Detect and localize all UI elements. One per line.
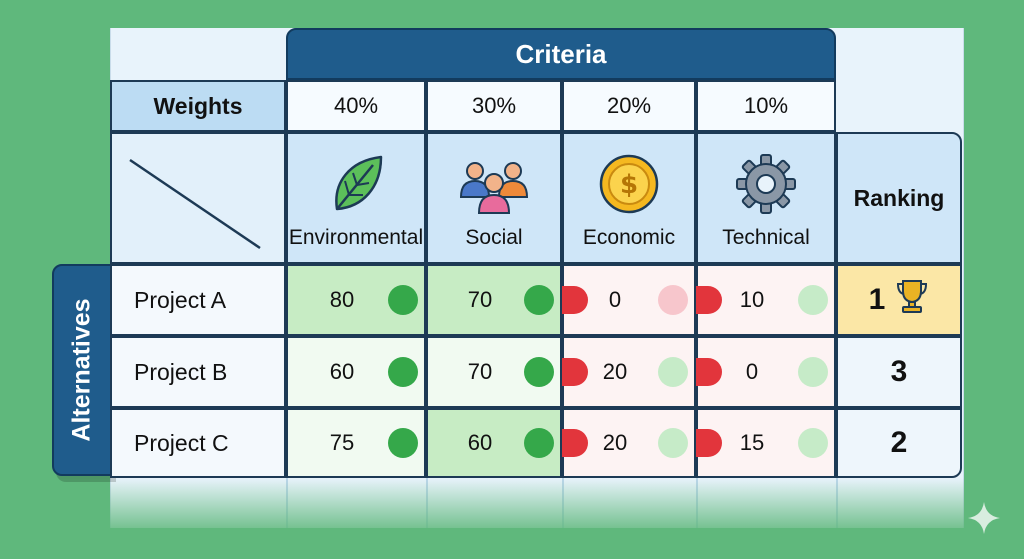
sparkle-icon — [966, 500, 1002, 541]
criterion-technical: Technical — [696, 132, 836, 264]
svg-text:$: $ — [620, 170, 638, 200]
diagonal-divider — [129, 158, 261, 250]
score-cell: 0 — [562, 264, 696, 336]
corner-cell — [110, 132, 286, 264]
criterion-social: Social — [426, 132, 562, 264]
status-indicator — [562, 358, 588, 386]
status-dot — [388, 285, 418, 315]
score-cell: 80 — [286, 264, 426, 336]
rank-value: 1 — [868, 283, 886, 316]
score-value: 60 — [329, 359, 355, 384]
score-value: 70 — [467, 287, 493, 312]
weight-environmental: 40% — [286, 80, 426, 132]
status-dot — [658, 357, 688, 387]
status-dot — [798, 285, 828, 315]
score-cell: 20 — [562, 336, 696, 408]
rank-value: 3 — [890, 355, 908, 388]
score-value: 10 — [739, 287, 765, 312]
status-dot — [524, 285, 554, 315]
ranking-header: Ranking — [836, 132, 962, 264]
score-value: 70 — [467, 359, 493, 384]
rank-value: 2 — [890, 426, 908, 459]
score-cell: 0 — [696, 336, 836, 408]
criterion-label: Technical — [722, 226, 810, 249]
status-dot — [524, 428, 554, 458]
score-value: 0 — [608, 287, 622, 312]
rank-cell: 2 — [836, 408, 962, 478]
score-cell: 75 — [286, 408, 426, 478]
people-icon — [459, 157, 529, 220]
rank-cell: 1 — [836, 264, 962, 336]
score-cell: 20 — [562, 408, 696, 478]
criterion-label: Social — [465, 226, 523, 249]
score-value: 20 — [602, 430, 628, 455]
weight-technical: 10% — [696, 80, 836, 132]
coin-icon: $ — [598, 153, 660, 220]
criterion-environmental: Environmental — [286, 132, 426, 264]
status-indicator — [562, 429, 588, 457]
status-dot — [798, 428, 828, 458]
status-dot — [798, 357, 828, 387]
status-dot — [658, 428, 688, 458]
row-label-project-a: Project A — [110, 264, 286, 336]
score-value: 15 — [739, 430, 765, 455]
score-cell: 60 — [286, 336, 426, 408]
score-cell: 15 — [696, 408, 836, 478]
weight-economic: 20% — [562, 80, 696, 132]
row-label-project-c: Project C — [110, 408, 286, 478]
criterion-label: Economic — [582, 226, 676, 249]
score-cell: 70 — [426, 336, 562, 408]
leaf-icon — [327, 153, 385, 220]
status-indicator — [696, 429, 722, 457]
row-label-project-b: Project B — [110, 336, 286, 408]
alternatives-label: Alternatives — [67, 298, 96, 442]
criterion-economic: $ Economic — [562, 132, 696, 264]
score-value: 60 — [467, 430, 493, 455]
score-cell: 10 — [696, 264, 836, 336]
criteria-header: Criteria — [286, 28, 836, 80]
status-indicator — [562, 286, 588, 314]
score-cell: 60 — [426, 408, 562, 478]
bottom-fade — [60, 478, 970, 538]
status-dot — [388, 428, 418, 458]
criterion-label: Environmental — [288, 226, 424, 249]
score-value: 75 — [329, 430, 355, 455]
status-indicator — [696, 286, 722, 314]
alternatives-tab: Alternatives — [52, 264, 112, 476]
score-value: 20 — [602, 359, 628, 384]
trophy-icon — [895, 278, 929, 322]
status-dot — [658, 285, 688, 315]
score-value: 80 — [329, 287, 355, 312]
rank-cell: 3 — [836, 336, 962, 408]
gear-icon — [735, 153, 797, 220]
score-value: 0 — [745, 359, 759, 384]
status-dot — [388, 357, 418, 387]
score-cell: 70 — [426, 264, 562, 336]
weight-social: 30% — [426, 80, 562, 132]
status-dot — [524, 357, 554, 387]
status-indicator — [696, 358, 722, 386]
weights-label: Weights — [110, 80, 286, 132]
